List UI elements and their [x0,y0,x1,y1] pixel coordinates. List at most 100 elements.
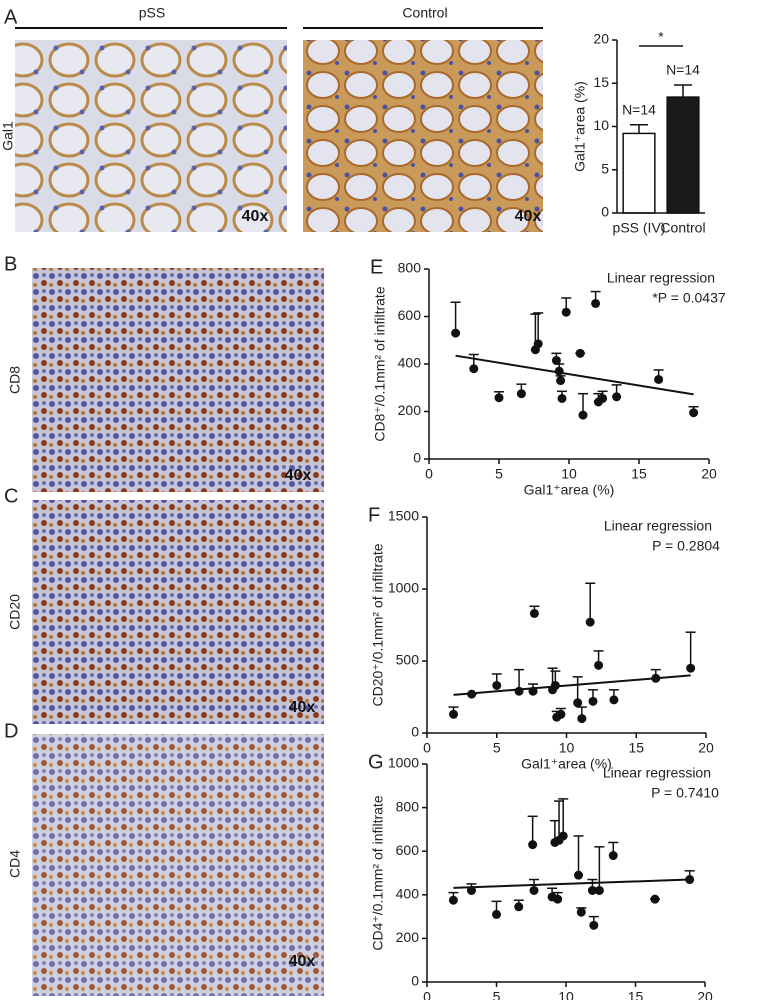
point [594,660,604,670]
y-tick-label: 1500 [388,508,419,524]
row-label: CD20 [7,594,23,630]
y-tick-label: 0 [411,973,419,989]
point [516,389,526,399]
point [492,680,502,690]
x-tick-label: 0 [423,740,431,756]
magnification: 40x [285,467,312,484]
y-tick-label: 0 [601,204,609,220]
x-tick-label: 20 [698,740,714,756]
x-tick-label: 10 [561,466,577,482]
magnification: 40x [242,208,269,225]
micrograph [32,734,324,996]
y-tick-label: 400 [396,886,420,902]
x-axis-label: Gal1⁺area (%) [524,482,615,498]
micrograph [15,40,287,232]
x-tick-label: 15 [628,989,644,1000]
point [514,902,524,912]
panel-label: E [370,256,383,278]
y-tick-label: 0 [411,724,419,740]
x-tick-label: 0 [425,466,433,482]
point [609,695,619,705]
annotation: P = 0.2804 [652,538,720,554]
point [528,840,538,850]
x-tick-label: 5 [493,740,501,756]
row-label: CD4 [7,850,23,878]
point [589,920,599,930]
y-tick-label: 15 [593,74,609,90]
y-axis-label: CD20⁺/0.1mm² of infiltrate [370,543,386,706]
point [528,686,538,696]
y-axis-label: CD4⁺/0.1mm² of infiltrate [370,795,386,950]
point [654,374,664,384]
x-tick-label: Control [660,220,705,236]
bar [622,132,656,214]
y-axis-label: Gal1⁺area (%) [572,81,588,172]
panel-label: D [4,720,18,742]
point [494,393,504,403]
micrograph [32,268,324,492]
x-tick-label: 20 [701,466,717,482]
point [612,392,622,402]
panel-label: A [4,6,18,28]
panel-label: C [4,485,18,507]
column-title: Control [402,5,447,21]
annotation: Linear regression [603,765,711,781]
panel-label: B [4,253,17,275]
significance: * [658,29,664,45]
y-tick-label: 600 [398,307,422,323]
point [449,709,459,719]
y-tick-label: 400 [398,355,422,371]
point [467,689,477,699]
y-tick-label: 200 [398,402,422,418]
point [588,696,598,706]
micrograph [32,500,324,724]
y-tick-label: 0 [413,450,421,466]
magnification: 40x [289,953,316,970]
y-tick-label: 10 [593,117,609,133]
x-tick-label: 15 [631,466,647,482]
y-axis-label: CD8⁺/0.1mm² of infiltrate [372,286,388,441]
bar [666,96,700,214]
x-tick-label: 5 [493,989,501,1000]
x-tick-label: 5 [495,466,503,482]
point [651,673,661,683]
annotation: Linear regression [607,270,715,286]
point [598,393,608,403]
fit-line [455,354,694,396]
point [557,393,567,403]
annotation: P = 0.7410 [651,785,719,801]
y-tick-label: 1000 [388,580,419,596]
row-label: CD8 [7,366,23,394]
micrographs [15,27,543,996]
point [469,364,479,374]
point [686,663,696,673]
y-tick-label: 1000 [388,755,419,771]
y-tick-label: 20 [593,31,609,47]
point [529,885,539,895]
y-tick-label: 800 [398,260,422,276]
x-tick-label: pSS (IV) [613,220,666,236]
point [575,348,585,358]
y-tick-label: 500 [396,652,420,668]
value-annotation: N=14 [666,62,700,78]
point [550,680,560,690]
point [514,686,524,696]
x-axis-label: Gal1⁺area (%) [521,756,612,772]
point [448,895,458,905]
point [556,376,566,386]
magnification: 40x [289,699,316,716]
magnification: 40x [515,208,542,225]
point [561,307,571,317]
point [554,366,564,376]
point [573,698,583,708]
point [466,885,476,895]
point [650,894,660,904]
row-label: Gal1 [0,121,16,151]
point [558,831,568,841]
point [492,909,501,919]
point [587,885,597,895]
micrograph [303,40,543,232]
annotation: *P = 0.0437 [652,290,726,306]
point [585,617,595,627]
x-tick-label: 10 [558,989,574,1000]
